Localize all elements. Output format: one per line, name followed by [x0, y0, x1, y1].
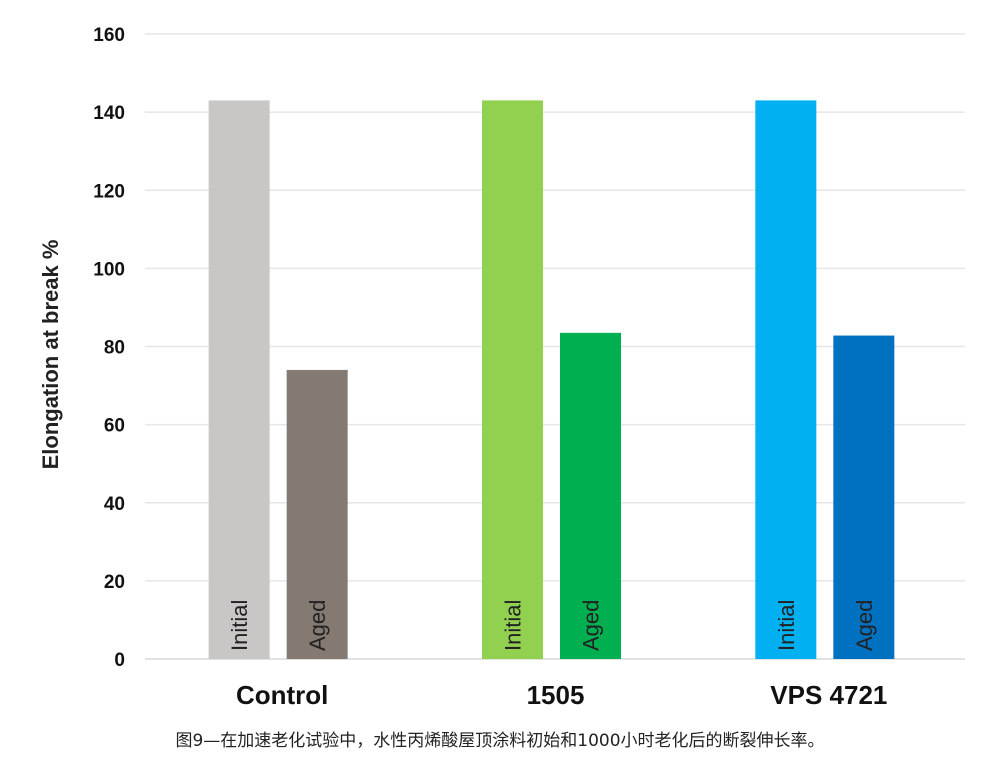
bar-aged-control [286, 369, 348, 659]
y-tick-label: 80 [104, 338, 125, 359]
bar-initial-control [208, 100, 270, 659]
bar-series-label: Aged [852, 600, 877, 651]
x-category-label: 1505 [527, 680, 585, 710]
y-tick-label: 120 [93, 181, 125, 202]
x-category-label: VPS 4721 [770, 680, 887, 710]
y-tick-label: 20 [104, 572, 125, 593]
bar-chart: 0 20 40 60 80 100 120 140 160 Elongation at break… [38, 25, 965, 710]
bar-series-label: Initial [227, 600, 252, 651]
y-tick-label: 40 [104, 494, 125, 515]
y-tick-label: 140 [93, 103, 125, 124]
figure-caption: 图9—在加速老化试验中，水性丙烯酸屋顶涂料初始和1000小时老化后的断裂伸长率。 [175, 731, 825, 751]
bar-aged-vps-4721 [833, 335, 895, 659]
bar-series-label: Aged [579, 600, 604, 651]
y-tick-label: 0 [114, 650, 125, 671]
y-axis-label: Elongation at break % [38, 240, 63, 470]
bar-series-label: Aged [305, 600, 330, 651]
bar-aged-1505 [560, 332, 621, 659]
bar-initial-vps-4721 [755, 100, 817, 659]
bar-series-label: Initial [501, 600, 526, 651]
y-tick-label: 160 [93, 25, 125, 46]
bar-series-label: Initial [774, 600, 799, 651]
bar-initial-1505 [482, 100, 543, 659]
y-tick-label: 60 [104, 416, 125, 437]
x-category-label: Control [236, 680, 328, 710]
y-tick-label: 100 [93, 259, 125, 280]
